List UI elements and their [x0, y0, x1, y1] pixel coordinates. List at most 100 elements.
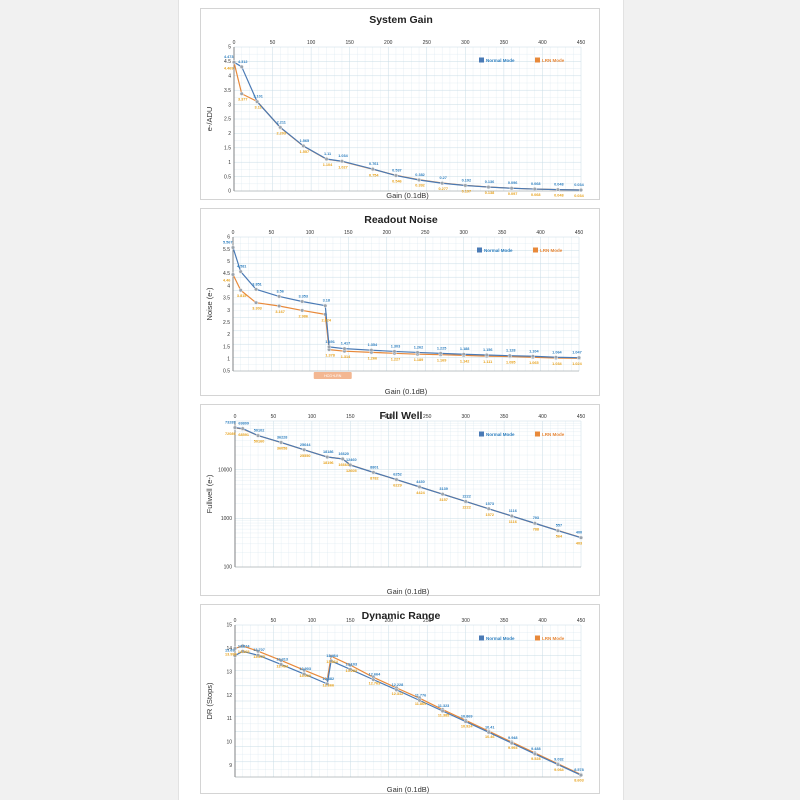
- x-tick-label: 300: [461, 414, 470, 420]
- data-label-normal-mode: 8.578: [574, 768, 584, 772]
- y-tick-label: 0.5: [223, 369, 230, 375]
- data-label-lrn-mode: 0.277: [438, 187, 448, 191]
- data-point-normal-mode: [339, 159, 344, 164]
- x-tick-label: 200: [383, 230, 392, 236]
- x-tick-label: 350: [500, 40, 509, 46]
- data-label-lrn-mode: 10.46: [485, 735, 495, 739]
- data-label-lrn-mode: 1.142: [460, 359, 470, 363]
- x-tick-label: 0: [233, 40, 236, 46]
- data-label-normal-mode: 13.313: [276, 657, 288, 661]
- plot-grid: [234, 420, 582, 568]
- data-label-lrn-mode: 1.104: [323, 163, 333, 167]
- data-point-normal-mode: [509, 741, 514, 746]
- data-label-normal-mode: 3.56: [276, 289, 283, 293]
- data-label-lrn-mode: 2.824: [322, 318, 332, 322]
- data-label-lrn-mode: 564: [556, 534, 563, 538]
- data-label-normal-mode: 4.473: [224, 55, 234, 59]
- data-label-normal-mode: 13.707: [253, 648, 265, 652]
- data-label-normal-mode: 36228: [277, 435, 288, 439]
- x-tick-label: 150: [344, 230, 353, 236]
- data-point-normal-mode: [530, 354, 535, 359]
- data-label-lrn-mode: 13.484: [276, 664, 289, 668]
- data-label-lrn-mode: 1.024: [572, 362, 582, 366]
- y-tick-label: 4.5: [223, 271, 230, 277]
- data-label-normal-mode: 0.068: [531, 182, 541, 186]
- data-label-lrn-mode: 3.167: [275, 310, 285, 314]
- legend-swatch-lrn-mode: [535, 635, 540, 641]
- data-label-normal-mode: 1.303: [391, 344, 401, 348]
- data-label-normal-mode: 5.567: [223, 241, 233, 245]
- series-line-normal-mode: [234, 650, 582, 776]
- data-point-normal-mode: [348, 463, 353, 468]
- x-tick-label: 250: [423, 618, 432, 624]
- data-label-normal-mode: 12.482: [322, 677, 334, 681]
- data-label-lrn-mode: 0.034: [574, 194, 584, 198]
- data-label-normal-mode: 0.382: [415, 173, 425, 177]
- data-label-normal-mode: 1.047: [572, 351, 582, 355]
- data-label-normal-mode: 793: [533, 516, 539, 520]
- data-point-normal-mode: [417, 177, 422, 182]
- data-label-lrn-mode: 11.385: [438, 714, 449, 718]
- data-label-lrn-mode: 13.998: [225, 652, 237, 656]
- x-tick-label: 400: [538, 414, 547, 420]
- data-label-lrn-mode: 3157: [439, 498, 447, 502]
- data-label-normal-mode: 1.064: [552, 350, 562, 354]
- data-label-normal-mode: 13.464: [326, 654, 339, 658]
- x-axis-label: Gain (0.1dB): [386, 191, 429, 200]
- data-point-normal-mode: [484, 353, 489, 358]
- x-axis-label: Gain (0.1dB): [387, 587, 430, 596]
- x-tick-label: 150: [345, 40, 354, 46]
- data-point-normal-mode: [231, 245, 236, 250]
- data-label-lrn-mode: 14.105: [238, 650, 250, 654]
- data-label-normal-mode: 73289: [225, 421, 236, 425]
- y-tick-label: 1.5: [224, 146, 231, 152]
- data-point-normal-mode: [371, 470, 376, 475]
- chart-legend: Normal Mode LRN Mode: [477, 247, 563, 253]
- data-label-lrn-mode: 2.203: [277, 132, 287, 136]
- x-tick-label: 0: [234, 414, 237, 420]
- data-point-normal-mode: [579, 773, 584, 778]
- data-point-normal-mode: [302, 447, 307, 452]
- y-tick-label: 100: [224, 565, 233, 571]
- data-label-lrn-mode: 13.879: [253, 655, 265, 659]
- data-label-normal-mode: 3.353: [298, 294, 308, 298]
- data-label-normal-mode: 8801: [370, 465, 378, 469]
- data-point-normal-mode: [394, 687, 399, 692]
- legend-swatch-lrn-mode: [533, 247, 538, 253]
- data-label-lrn-mode: 3.11: [255, 105, 262, 109]
- data-label-normal-mode: 1.034: [338, 154, 348, 158]
- data-label-normal-mode: 9.948: [508, 736, 518, 740]
- data-point-normal-mode: [325, 681, 330, 686]
- data-label-lrn-mode: 12.666: [322, 684, 334, 688]
- y-axis-label: DR (Stops): [205, 682, 214, 720]
- data-point-normal-mode: [440, 492, 445, 497]
- series-line-lrn-mode: [232, 274, 580, 359]
- y-tick-label: 10: [226, 740, 232, 746]
- x-tick-label: 100: [308, 618, 317, 624]
- data-point-normal-mode: [507, 353, 512, 358]
- x-tick-label: 450: [577, 414, 586, 420]
- data-point-normal-mode: [323, 303, 328, 308]
- system-gain-panel: System Gain 0 50 100 150 200 250 300 350 400 450 0 0…: [200, 8, 600, 200]
- data-label-lrn-mode: 9.528: [531, 757, 541, 761]
- data-label-lrn-mode: 25550: [300, 454, 311, 458]
- data-point-normal-mode: [577, 355, 582, 360]
- data-point-normal-mode: [553, 355, 558, 360]
- data-label-normal-mode: 4.312: [238, 60, 248, 64]
- data-label-lrn-mode: 0.097: [508, 192, 518, 196]
- chart-legend: Normal Mode LRN Mode: [479, 57, 565, 63]
- data-point-lrn-mode: [302, 668, 307, 673]
- data-point-lrn-mode: [239, 91, 244, 96]
- data-label-normal-mode: 3.851: [252, 282, 262, 286]
- data-label-lrn-mode: 1572: [486, 513, 494, 517]
- y-axis-label: Fullwell (e-): [205, 474, 214, 513]
- data-label-lrn-mode: 0.048: [554, 194, 564, 198]
- data-point-normal-mode: [415, 350, 420, 355]
- data-label-lrn-mode: 1.557: [300, 150, 310, 154]
- data-label-lrn-mode: 1.065: [529, 361, 539, 365]
- y-tick-label: 0: [228, 189, 231, 195]
- series-line-normal-mode: [234, 426, 582, 539]
- y-tick-label: 12: [226, 693, 232, 699]
- legend-swatch-normal-mode: [479, 431, 484, 437]
- y-axis-label: Noise (e-): [205, 287, 214, 320]
